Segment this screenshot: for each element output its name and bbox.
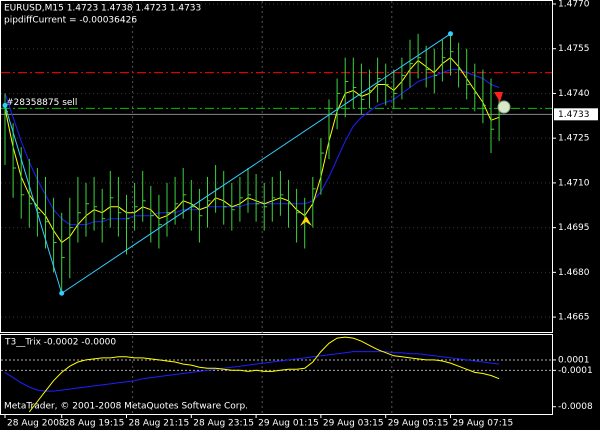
zigzag-point — [59, 290, 65, 296]
zigzag-segment — [4, 105, 63, 294]
indicator-title: T3__Trix -0.0002 -0.0000 — [4, 338, 116, 348]
zigzag-point — [2, 102, 8, 108]
sell-arrow — [494, 92, 503, 102]
y-tick-label: 1.4665 — [558, 313, 590, 323]
trade-marker — [497, 100, 511, 114]
y-tick-label: -0.0008 — [558, 402, 593, 412]
x-tick-label: 29 Aug 01:15 — [258, 419, 319, 429]
x-tick-label: 29 Aug 05:15 — [388, 419, 449, 429]
current-price-box — [554, 108, 598, 121]
y-tick-label: 1.4755 — [558, 44, 590, 54]
x-tick-label: 28 Aug 23:15 — [193, 419, 254, 429]
y-tick-label: 1.4725 — [558, 134, 590, 144]
buy-arrow — [300, 216, 312, 226]
current-price-label: 1.4733 — [558, 110, 590, 120]
x-tick-label: 29 Aug 03:15 — [323, 419, 384, 429]
x-tick-label: 28 Aug 21:15 — [129, 419, 190, 429]
y-tick-label: 1.4695 — [558, 223, 590, 233]
zigzag-point — [448, 31, 453, 37]
ma-line — [4, 57, 500, 244]
zigzag-segment — [61, 33, 451, 294]
main-pane — [0, 0, 553, 333]
x-tick-label: 28 Aug 2008 — [7, 419, 65, 429]
footer: MetaTrader, © 2001-2008 MetaQuotes Softw… — [4, 402, 248, 412]
y-tick-label: 1.4740 — [558, 89, 590, 99]
y-tick-label: 1.4770 — [558, 0, 590, 9]
sub-pane — [0, 334, 553, 415]
y-tick-label: 1.4680 — [558, 268, 590, 278]
level-label: #28358875 sell — [6, 98, 77, 108]
chart-title: EURUSD,M15 1.4723 1.4738 1.4723 1.4733 — [4, 4, 201, 14]
indicator-line — [28, 336, 500, 413]
y-tick-label: 0.0001 — [558, 355, 590, 365]
y-tick-label: -0.0001 — [558, 366, 593, 376]
indicator-line — [4, 351, 500, 392]
y-tick-label: 1.4710 — [558, 178, 590, 188]
x-tick-label: 28 Aug 19:15 — [64, 419, 125, 429]
annotation: pipdiffCurrent = -0.00036426 — [4, 16, 137, 26]
x-tick-label: 29 Aug 07:15 — [453, 419, 514, 429]
ma-line — [4, 69, 500, 226]
